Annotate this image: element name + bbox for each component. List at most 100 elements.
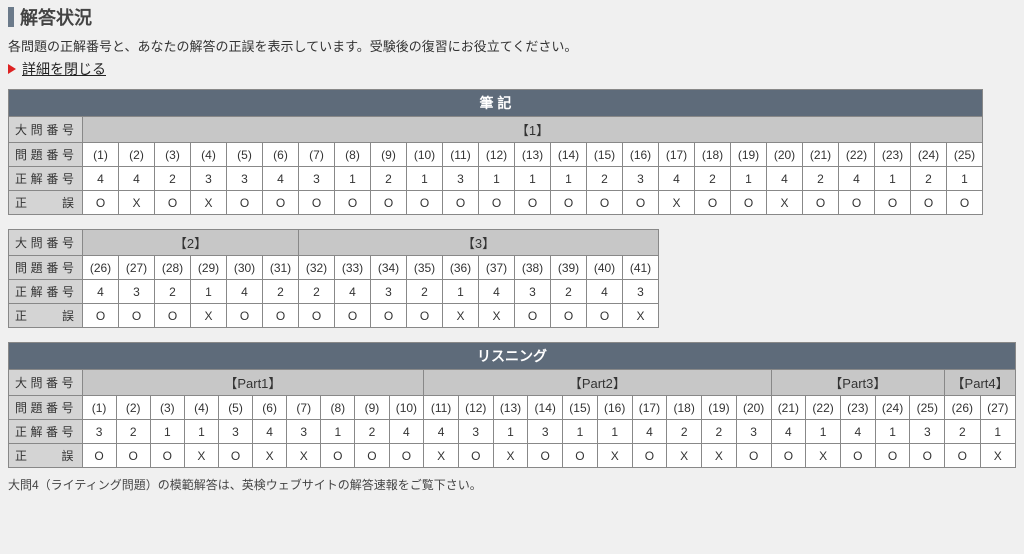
correct-answer: 4 bbox=[632, 420, 667, 444]
result-mark: O bbox=[407, 191, 443, 215]
question-number: (20) bbox=[736, 396, 771, 420]
result-mark: O bbox=[263, 191, 299, 215]
correct-answer: 2 bbox=[116, 420, 150, 444]
question-number: (23) bbox=[840, 396, 875, 420]
result-mark: O bbox=[218, 444, 252, 468]
result-mark: X bbox=[493, 444, 528, 468]
result-mark: O bbox=[82, 444, 116, 468]
result-mark: X bbox=[287, 444, 321, 468]
result-mark: O bbox=[839, 191, 875, 215]
result-mark: O bbox=[299, 191, 335, 215]
result-mark: O bbox=[150, 444, 184, 468]
correct-answer: 1 bbox=[479, 167, 515, 191]
correct-answer: 2 bbox=[355, 420, 389, 444]
question-number: (28) bbox=[155, 256, 191, 280]
result-mark: O bbox=[407, 304, 443, 328]
correct-answer: 3 bbox=[515, 280, 551, 304]
result-mark: X bbox=[443, 304, 479, 328]
question-number: (15) bbox=[587, 143, 623, 167]
result-mark: O bbox=[731, 191, 767, 215]
question-number: (31) bbox=[263, 256, 299, 280]
result-mark: O bbox=[263, 304, 299, 328]
question-number: (23) bbox=[875, 143, 911, 167]
group-header: 【Part1】 bbox=[82, 370, 424, 396]
row-head-daimon: 大問番号 bbox=[9, 370, 83, 396]
correct-answer: 2 bbox=[407, 280, 443, 304]
result-mark: X bbox=[253, 444, 287, 468]
question-number: (20) bbox=[767, 143, 803, 167]
question-number: (7) bbox=[299, 143, 335, 167]
result-mark: O bbox=[551, 191, 587, 215]
row-head-daimon: 大問番号 bbox=[9, 230, 83, 256]
correct-answer: 4 bbox=[659, 167, 695, 191]
correct-answer: 4 bbox=[840, 420, 875, 444]
correct-answer: 2 bbox=[299, 280, 335, 304]
question-number: (24) bbox=[911, 143, 947, 167]
result-mark: X bbox=[806, 444, 841, 468]
correct-answer: 2 bbox=[911, 167, 947, 191]
question-number: (40) bbox=[587, 256, 623, 280]
correct-answer: 1 bbox=[806, 420, 841, 444]
correct-answer: 3 bbox=[736, 420, 771, 444]
correct-answer: 3 bbox=[119, 280, 155, 304]
question-number: (18) bbox=[667, 396, 702, 420]
result-table: 大問番号【2】【3】問題番号(26)(27)(28)(29)(30)(31)(3… bbox=[8, 229, 659, 328]
correct-answer: 1 bbox=[335, 167, 371, 191]
toggle-details-link[interactable]: 詳細を閉じる bbox=[22, 59, 106, 79]
question-number: (9) bbox=[371, 143, 407, 167]
question-number: (32) bbox=[299, 256, 335, 280]
result-mark: O bbox=[945, 444, 980, 468]
question-number: (5) bbox=[218, 396, 252, 420]
correct-answer: 4 bbox=[335, 280, 371, 304]
result-mark: O bbox=[116, 444, 150, 468]
question-number: (5) bbox=[227, 143, 263, 167]
group-header: 【3】 bbox=[299, 230, 659, 256]
correct-answer: 3 bbox=[528, 420, 563, 444]
correct-answer: 1 bbox=[563, 420, 598, 444]
result-mark: O bbox=[515, 191, 551, 215]
result-mark: O bbox=[155, 304, 191, 328]
question-number: (12) bbox=[458, 396, 493, 420]
result-mark: O bbox=[587, 191, 623, 215]
question-number: (27) bbox=[980, 396, 1015, 420]
question-number: (21) bbox=[771, 396, 806, 420]
correct-answer: 1 bbox=[515, 167, 551, 191]
question-number: (19) bbox=[702, 396, 737, 420]
correct-answer: 3 bbox=[299, 167, 335, 191]
result-mark: O bbox=[551, 304, 587, 328]
group-header: 【Part2】 bbox=[424, 370, 771, 396]
category-header: 筆 記 bbox=[9, 90, 983, 117]
result-mark: O bbox=[83, 191, 119, 215]
correct-answer: 1 bbox=[875, 420, 910, 444]
correct-answer: 2 bbox=[803, 167, 839, 191]
group-header: 【1】 bbox=[83, 117, 983, 143]
question-number: (4) bbox=[184, 396, 218, 420]
question-number: (8) bbox=[335, 143, 371, 167]
result-mark: X bbox=[702, 444, 737, 468]
correct-answer: 3 bbox=[82, 420, 116, 444]
question-number: (38) bbox=[515, 256, 551, 280]
correct-answer: 4 bbox=[83, 167, 119, 191]
page-title: 解答状況 bbox=[20, 4, 92, 30]
correct-answer: 3 bbox=[218, 420, 252, 444]
correct-answer: 3 bbox=[443, 167, 479, 191]
correct-answer: 1 bbox=[191, 280, 227, 304]
correct-answer: 2 bbox=[702, 420, 737, 444]
result-mark: X bbox=[191, 191, 227, 215]
question-number: (10) bbox=[407, 143, 443, 167]
question-number: (2) bbox=[119, 143, 155, 167]
correct-answer: 3 bbox=[910, 420, 945, 444]
question-number: (27) bbox=[119, 256, 155, 280]
result-mark: X bbox=[623, 304, 659, 328]
correct-answer: 1 bbox=[875, 167, 911, 191]
correct-answer: 4 bbox=[263, 167, 299, 191]
correct-answer: 1 bbox=[597, 420, 632, 444]
toggle-row: 詳細を閉じる bbox=[8, 59, 1016, 79]
question-number: (17) bbox=[632, 396, 667, 420]
question-number: (21) bbox=[803, 143, 839, 167]
question-number: (8) bbox=[321, 396, 355, 420]
question-number: (22) bbox=[839, 143, 875, 167]
question-number: (1) bbox=[83, 143, 119, 167]
correct-answer: 4 bbox=[253, 420, 287, 444]
result-mark: O bbox=[227, 304, 263, 328]
